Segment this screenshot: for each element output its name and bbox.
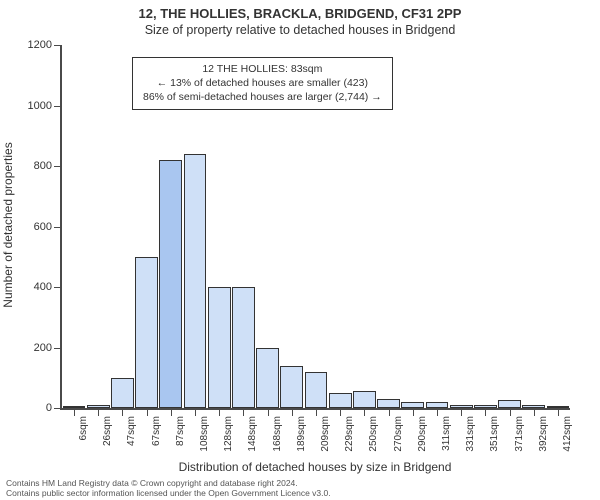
y-tick-label: 400	[34, 281, 62, 293]
x-tick	[534, 408, 535, 416]
x-tick-label: 250sqm	[368, 416, 379, 452]
histogram-bar	[280, 366, 303, 408]
x-tick-label: 290sqm	[417, 416, 428, 452]
x-tick-label: 331sqm	[465, 416, 476, 452]
x-tick	[485, 408, 486, 416]
x-tick	[461, 408, 462, 416]
footer-attribution: Contains HM Land Registry data © Crown c…	[6, 478, 331, 498]
legend-line-larger: 86% of semi-detached houses are larger (…	[143, 90, 382, 104]
y-axis-label: Number of detached properties	[1, 142, 15, 307]
histogram-bar	[256, 348, 279, 409]
y-tick-label: 1200	[28, 39, 62, 51]
x-tick	[268, 408, 269, 416]
histogram-bar	[498, 400, 521, 408]
x-tick-label: 87sqm	[175, 416, 186, 446]
x-tick	[316, 408, 317, 416]
x-tick	[340, 408, 341, 416]
x-tick	[195, 408, 196, 416]
y-tick-label: 0	[46, 402, 62, 414]
x-tick-label: 229sqm	[344, 416, 355, 452]
chart-container: 12, THE HOLLIES, BRACKLA, BRIDGEND, CF31…	[0, 0, 600, 500]
plot-area: 12 THE HOLLIES: 83sqm ← 13% of detached …	[60, 45, 570, 410]
x-tick-label: 168sqm	[272, 416, 283, 452]
x-tick	[364, 408, 365, 416]
x-tick	[74, 408, 75, 416]
x-tick	[389, 408, 390, 416]
x-tick	[171, 408, 172, 416]
x-tick-label: 108sqm	[199, 416, 210, 452]
x-tick	[219, 408, 220, 416]
histogram-bar	[159, 160, 182, 408]
x-tick	[122, 408, 123, 416]
x-tick-label: 67sqm	[151, 416, 162, 446]
histogram-bar	[305, 372, 328, 408]
x-tick-label: 209sqm	[320, 416, 331, 452]
x-axis-label: Distribution of detached houses by size …	[60, 460, 570, 474]
x-tick	[243, 408, 244, 416]
x-tick	[147, 408, 148, 416]
x-tick-label: 128sqm	[223, 416, 234, 452]
legend-box: 12 THE HOLLIES: 83sqm ← 13% of detached …	[132, 57, 393, 110]
legend-line-smaller: ← 13% of detached houses are smaller (42…	[143, 76, 382, 90]
x-tick-label: 392sqm	[538, 416, 549, 452]
x-tick	[510, 408, 511, 416]
x-tick-label: 351sqm	[489, 416, 500, 452]
y-tick-label: 1000	[28, 100, 62, 112]
histogram-bar	[135, 257, 158, 408]
x-tick-label: 47sqm	[126, 416, 137, 446]
x-tick	[437, 408, 438, 416]
x-tick-label: 371sqm	[514, 416, 525, 452]
x-tick-label: 6sqm	[78, 416, 89, 440]
x-tick-label: 26sqm	[102, 416, 113, 446]
histogram-bar	[377, 399, 400, 408]
x-tick-label: 148sqm	[247, 416, 258, 452]
histogram-bar	[353, 391, 376, 408]
x-tick-label: 189sqm	[296, 416, 307, 452]
x-tick	[292, 408, 293, 416]
histogram-bar	[208, 287, 231, 408]
x-tick-label: 270sqm	[393, 416, 404, 452]
y-tick-label: 800	[34, 160, 62, 172]
chart-title-address: 12, THE HOLLIES, BRACKLA, BRIDGEND, CF31…	[0, 0, 600, 21]
x-tick	[558, 408, 559, 416]
legend-line-property: 12 THE HOLLIES: 83sqm	[143, 62, 382, 76]
footer-line2: Contains public sector information licen…	[6, 488, 331, 498]
x-tick	[98, 408, 99, 416]
histogram-bar	[232, 287, 255, 408]
histogram-bar	[329, 393, 352, 408]
x-tick-label: 311sqm	[441, 416, 452, 451]
x-tick-label: 412sqm	[562, 416, 573, 452]
y-tick-label: 200	[34, 342, 62, 354]
histogram-bar	[111, 378, 134, 408]
y-tick-label: 600	[34, 221, 62, 233]
histogram-bar	[184, 154, 207, 408]
footer-line1: Contains HM Land Registry data © Crown c…	[6, 478, 331, 488]
chart-title-desc: Size of property relative to detached ho…	[0, 21, 600, 37]
x-tick	[413, 408, 414, 416]
